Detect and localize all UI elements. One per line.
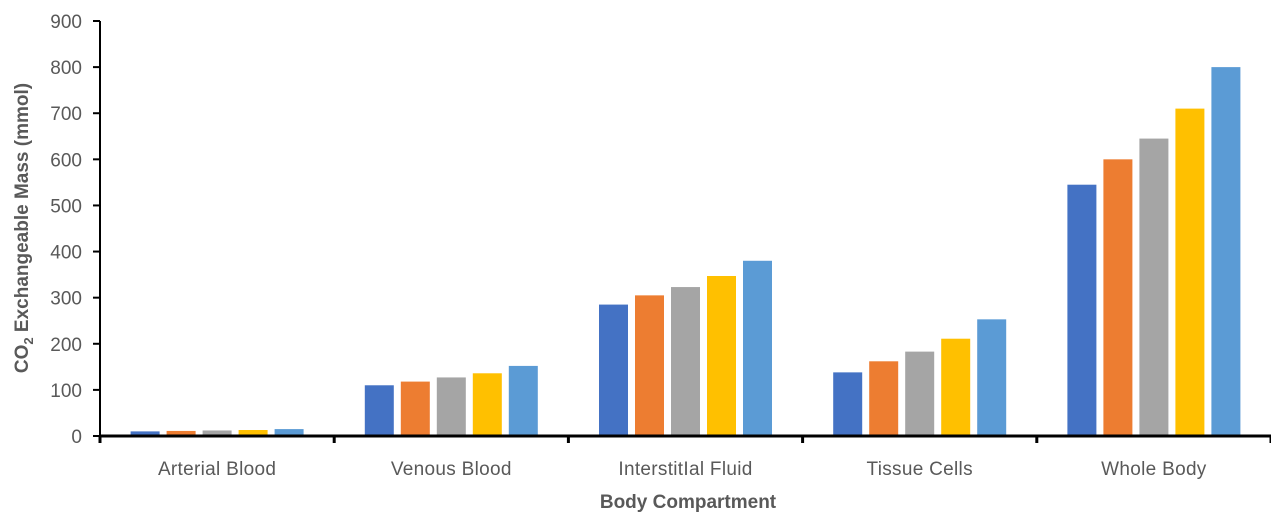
y-axis-title-suffix: Exchangeable Mass (mmol) [12,83,33,337]
y-tick-label: 200 [50,335,82,356]
bars [130,67,1241,437]
x-category-label: Whole Body [1101,459,1207,480]
y-axis-title: CO2 Exchangeable Mass (mmol) [12,83,36,373]
x-axis: Arterial Blood Venous Blood InterstitIal F… [98,434,1271,480]
bar [508,365,538,436]
bar [743,260,772,436]
bar [400,381,430,436]
y-tick-label: 300 [50,289,82,310]
bar [977,319,1007,436]
bar [202,430,232,436]
y-tick-label: 500 [50,196,82,217]
y-tick-label: 800 [50,58,82,79]
y-tick-label: 0 [71,427,82,448]
x-category-label: Tissue Cells [867,459,973,480]
bar [166,430,196,436]
bar [472,373,502,436]
bar [833,372,863,436]
bar [1103,159,1133,437]
bar [238,430,268,436]
bar [707,275,736,436]
bar [1211,67,1241,436]
bar [364,385,394,436]
y-axis-title-prefix: CO [12,345,33,374]
bar [905,351,935,436]
bar [1175,108,1205,436]
bar [599,304,628,436]
bar [1067,184,1097,436]
x-axis-title: Body Compartment [600,492,777,513]
bar [436,377,466,436]
bar [1139,138,1169,437]
y-axis: 0 100 200 300 400 500 600 700 800 900 [50,12,101,448]
x-category-label: Venous Blood [391,459,512,480]
bar [941,338,971,436]
y-tick-label: 100 [50,381,82,402]
bar [274,429,304,436]
y-tick-label: 900 [50,12,82,33]
x-category-label: InterstitIal Fluid [618,459,752,480]
bar [130,431,160,436]
bar [635,295,664,436]
y-tick-label: 400 [50,243,82,264]
y-tick-label: 600 [50,150,82,171]
x-category-label: Arterial Blood [158,459,276,480]
y-axis-title-subscript: 2 [21,337,36,344]
bar [869,361,899,436]
y-tick-label: 700 [50,104,82,125]
bar [671,287,700,436]
